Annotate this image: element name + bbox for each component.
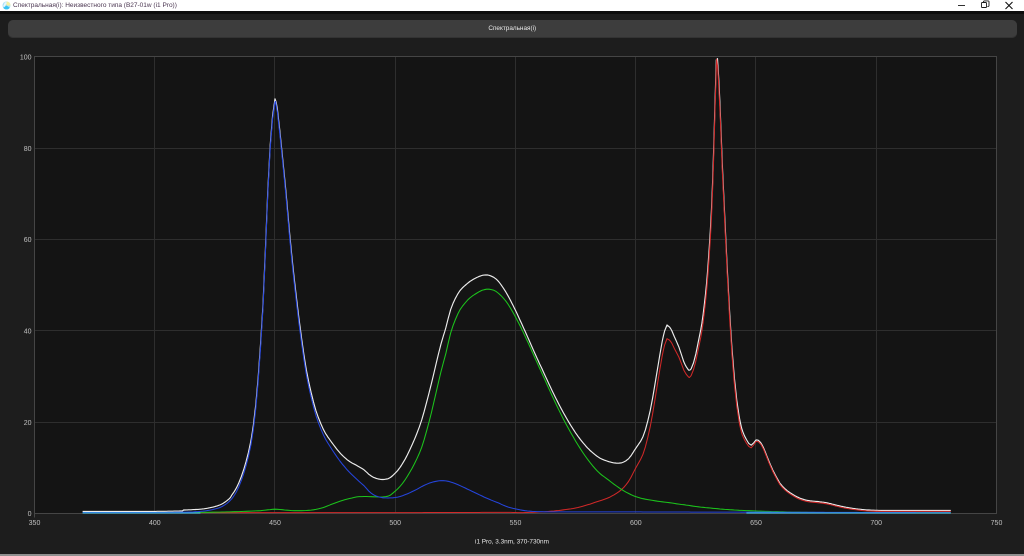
- svg-text:750: 750: [991, 520, 1003, 527]
- svg-text:400: 400: [149, 520, 161, 527]
- svg-text:600: 600: [630, 520, 642, 527]
- svg-text:350: 350: [29, 520, 41, 527]
- svg-text:60: 60: [24, 237, 32, 244]
- svg-text:80: 80: [24, 146, 32, 153]
- svg-text:700: 700: [870, 520, 882, 527]
- svg-text:100: 100: [20, 55, 32, 62]
- svg-text:20: 20: [24, 420, 32, 427]
- svg-text:i1 Pro, 3.3nm, 370-730nm: i1 Pro, 3.3nm, 370-730nm: [475, 539, 549, 546]
- svg-text:0: 0: [28, 511, 32, 518]
- svg-text:40: 40: [24, 329, 32, 336]
- svg-text:450: 450: [269, 520, 281, 527]
- svg-text:500: 500: [389, 520, 401, 527]
- svg-text:650: 650: [750, 520, 762, 527]
- svg-text:550: 550: [510, 520, 522, 527]
